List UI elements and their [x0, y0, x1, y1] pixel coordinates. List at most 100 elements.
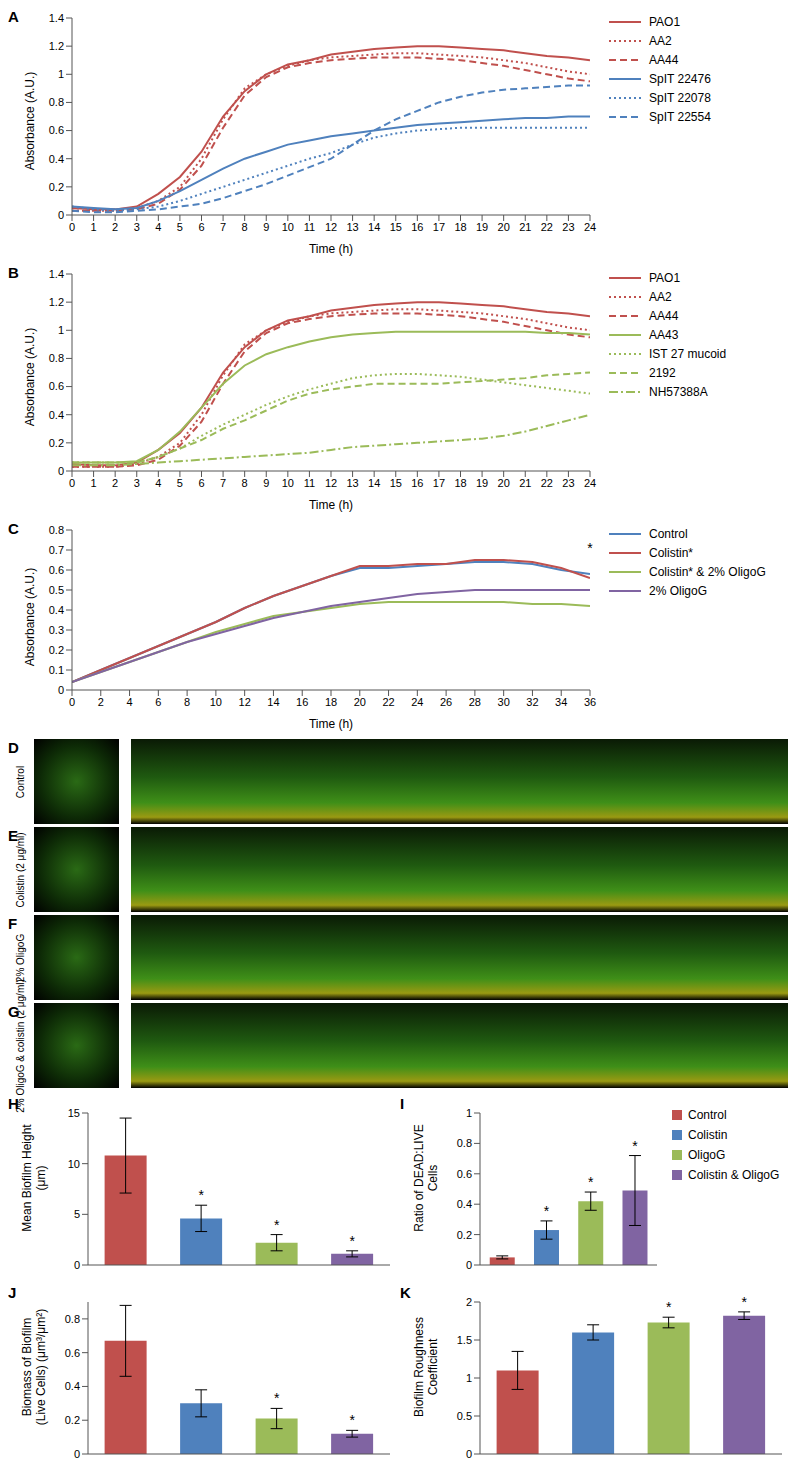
svg-text:*: *	[350, 1233, 356, 1249]
svg-text:0.4: 0.4	[49, 604, 64, 616]
svg-text:14: 14	[368, 221, 380, 233]
svg-text:6: 6	[198, 477, 204, 489]
svg-text:0.4: 0.4	[457, 1198, 472, 1210]
svg-text:0.6: 0.6	[457, 1168, 472, 1180]
svg-text:0.6: 0.6	[65, 1347, 80, 1359]
svg-text:1.2: 1.2	[49, 296, 64, 308]
svg-text:0.7: 0.7	[49, 544, 64, 556]
svg-text:*: *	[666, 1299, 672, 1315]
svg-text:22: 22	[541, 477, 553, 489]
svg-text:32: 32	[526, 696, 538, 708]
svg-text:15: 15	[68, 1107, 80, 1119]
svg-text:9: 9	[263, 221, 269, 233]
svg-text:*: *	[199, 1187, 205, 1203]
svg-text:0.2: 0.2	[49, 181, 64, 193]
svg-text:16: 16	[411, 477, 423, 489]
svg-text:1.4: 1.4	[49, 12, 64, 24]
svg-text:10: 10	[68, 1158, 80, 1170]
svg-text:12: 12	[325, 221, 337, 233]
svg-text:20: 20	[498, 477, 510, 489]
svg-text:10: 10	[210, 696, 222, 708]
svg-text:15: 15	[390, 477, 402, 489]
svg-text:0.4: 0.4	[65, 1380, 80, 1392]
svg-text:16: 16	[296, 696, 308, 708]
svg-text:7: 7	[220, 477, 226, 489]
svg-text:0.5: 0.5	[49, 584, 64, 596]
svg-text:*: *	[544, 1203, 550, 1219]
svg-text:2: 2	[112, 221, 118, 233]
svg-text:*: *	[632, 1138, 638, 1154]
svg-text:4: 4	[155, 477, 161, 489]
svg-text:26: 26	[440, 696, 452, 708]
svg-text:18: 18	[454, 477, 466, 489]
svg-text:21: 21	[519, 477, 531, 489]
svg-text:Time (h): Time (h)	[309, 242, 353, 256]
svg-text:2: 2	[112, 477, 118, 489]
svg-text:12: 12	[325, 477, 337, 489]
svg-text:0.8: 0.8	[49, 96, 64, 108]
svg-text:13: 13	[346, 477, 358, 489]
svg-text:0.5: 0.5	[457, 1410, 472, 1422]
svg-text:23: 23	[562, 221, 574, 233]
svg-text:21: 21	[519, 221, 531, 233]
svg-text:2: 2	[466, 1296, 472, 1308]
svg-text:20: 20	[498, 221, 510, 233]
svg-text:0.2: 0.2	[49, 437, 64, 449]
svg-text:0.8: 0.8	[49, 524, 64, 536]
svg-text:0: 0	[58, 209, 64, 221]
svg-text:10: 10	[282, 477, 294, 489]
svg-text:11: 11	[304, 477, 315, 489]
svg-text:14: 14	[267, 696, 279, 708]
svg-text:24: 24	[584, 221, 596, 233]
svg-text:19: 19	[476, 221, 488, 233]
svg-text:0.6: 0.6	[49, 124, 64, 136]
svg-text:18: 18	[325, 696, 337, 708]
svg-text:1.5: 1.5	[457, 1334, 472, 1346]
svg-text:*: *	[587, 540, 593, 556]
svg-text:24: 24	[584, 477, 596, 489]
svg-text:0.8: 0.8	[65, 1313, 80, 1325]
svg-text:1.4: 1.4	[49, 268, 64, 280]
svg-text:1: 1	[58, 68, 64, 80]
svg-text:4: 4	[155, 221, 161, 233]
svg-text:0: 0	[466, 1259, 472, 1271]
svg-text:0.6: 0.6	[49, 380, 64, 392]
svg-text:0.1: 0.1	[49, 664, 64, 676]
svg-text:*: *	[274, 1217, 280, 1233]
svg-text:4: 4	[126, 696, 132, 708]
svg-text:*: *	[274, 1390, 280, 1406]
svg-text:*: *	[350, 1412, 356, 1428]
svg-text:0: 0	[466, 1448, 472, 1460]
svg-text:0: 0	[69, 696, 75, 708]
svg-text:8: 8	[184, 696, 190, 708]
svg-text:0: 0	[58, 465, 64, 477]
svg-text:0.4: 0.4	[49, 409, 64, 421]
svg-text:17: 17	[433, 477, 445, 489]
svg-text:17: 17	[433, 221, 445, 233]
svg-text:0: 0	[69, 221, 75, 233]
svg-text:13: 13	[346, 221, 358, 233]
svg-text:19: 19	[476, 477, 488, 489]
svg-text:0.8: 0.8	[49, 352, 64, 364]
svg-text:12: 12	[239, 696, 251, 708]
svg-text:*: *	[742, 1294, 748, 1310]
svg-text:5: 5	[177, 221, 183, 233]
svg-text:0: 0	[74, 1259, 80, 1271]
svg-text:0: 0	[69, 477, 75, 489]
svg-text:*: *	[588, 1174, 594, 1190]
svg-text:0.4: 0.4	[49, 153, 64, 165]
svg-text:22: 22	[382, 696, 394, 708]
svg-text:9: 9	[263, 477, 269, 489]
svg-text:0: 0	[74, 1448, 80, 1460]
svg-text:3: 3	[134, 477, 140, 489]
svg-text:5: 5	[74, 1208, 80, 1220]
svg-text:20: 20	[354, 696, 366, 708]
svg-text:1: 1	[91, 477, 97, 489]
svg-text:16: 16	[411, 221, 423, 233]
svg-text:6: 6	[155, 696, 161, 708]
svg-text:8: 8	[242, 221, 248, 233]
svg-text:0.2: 0.2	[65, 1414, 80, 1426]
svg-text:1: 1	[58, 324, 64, 336]
svg-text:5: 5	[177, 477, 183, 489]
svg-text:1: 1	[466, 1372, 472, 1384]
